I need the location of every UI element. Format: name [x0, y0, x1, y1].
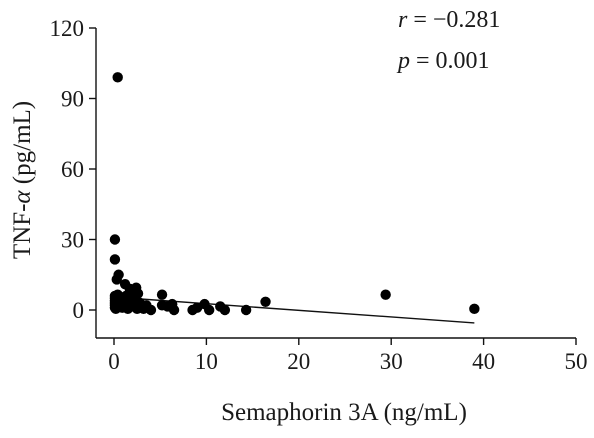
y-tick-label: 60 — [61, 157, 84, 182]
x-tick-label: 0 — [108, 349, 120, 374]
data-point — [156, 289, 168, 300]
p-symbol: p — [396, 48, 410, 74]
x-tick-label: 30 — [380, 349, 403, 374]
x-tick-label: 50 — [565, 349, 588, 374]
data-point — [203, 304, 215, 316]
y-tick-label: 0 — [73, 298, 85, 323]
data-point — [219, 304, 231, 316]
y-axis-title-suffix: (pg/mL) — [9, 101, 36, 191]
data-point — [168, 304, 180, 316]
y-tick-label: 90 — [61, 87, 84, 112]
data-point — [132, 288, 144, 299]
data-point — [111, 274, 122, 285]
r-value: = −0.281 — [407, 7, 500, 33]
axes — [95, 28, 576, 339]
y-tick-label: 120 — [50, 16, 85, 41]
x-tick-label: 20 — [287, 349, 310, 374]
y-axis-title-symbol: α — [9, 190, 36, 204]
data-point — [260, 296, 271, 307]
x-axis-title: Semaphorin 3A (ng/mL) — [221, 399, 467, 426]
p-annotation: p = 0.001 — [396, 48, 490, 74]
ticks: 0 10 20 30 40 50 0 30 60 90 120 — [50, 16, 588, 374]
y-axis-title: TNF-α (pg/mL) — [9, 101, 36, 259]
data-point — [240, 304, 252, 316]
data-point — [145, 304, 157, 316]
data-point — [109, 234, 121, 245]
y-tick-label: 30 — [61, 228, 84, 253]
r-symbol: r — [398, 7, 408, 33]
p-value: = 0.001 — [410, 48, 490, 74]
data-point — [109, 254, 121, 265]
data-point — [469, 303, 480, 315]
x-tick-label: 10 — [195, 349, 218, 374]
data-points — [109, 72, 480, 316]
y-axis-title-prefix: TNF- — [9, 204, 36, 260]
r-annotation: r = −0.281 — [398, 7, 500, 33]
x-tick-label: 40 — [472, 349, 495, 374]
data-point — [112, 72, 123, 83]
data-point — [380, 289, 391, 300]
